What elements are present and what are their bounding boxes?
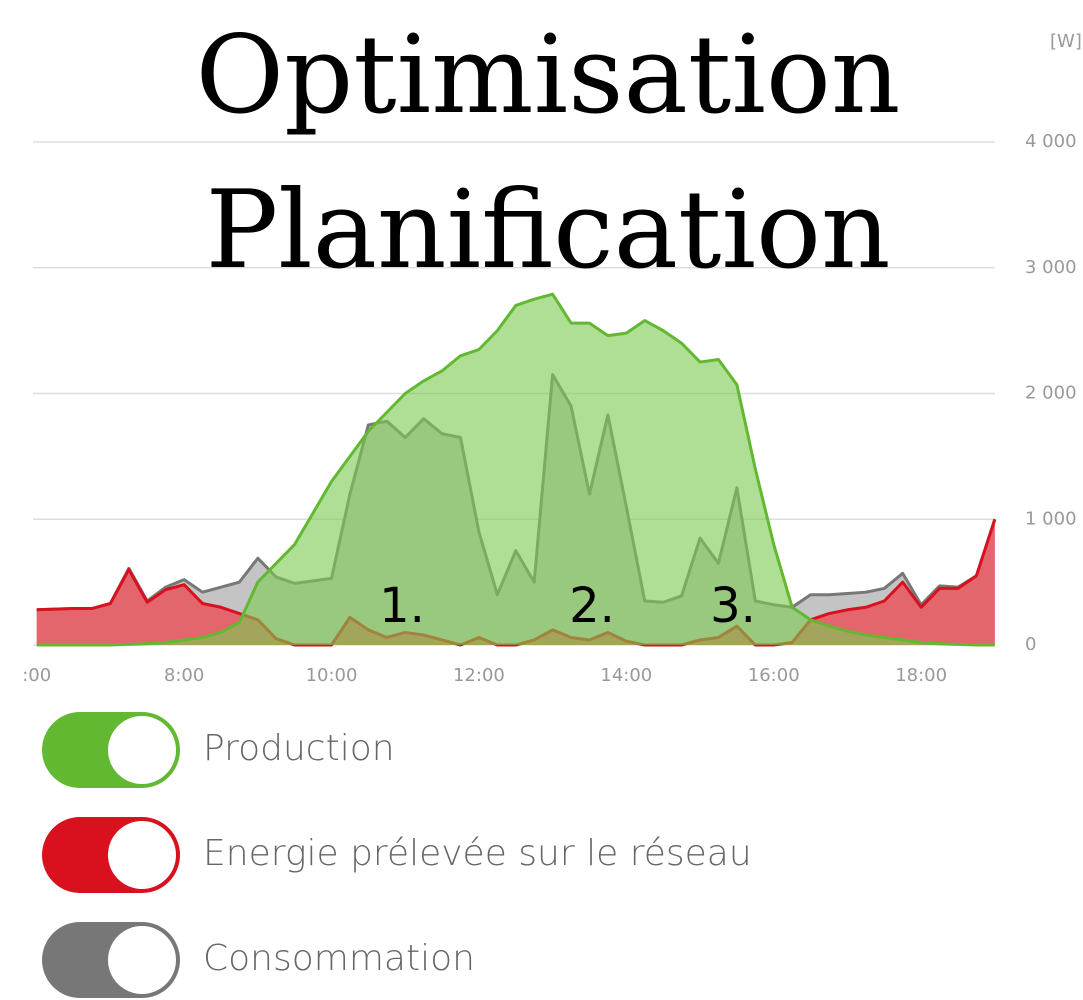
x-tick-label: 18:00 [895, 665, 947, 686]
area [36, 294, 995, 645]
x-tick-label: :00 [22, 665, 51, 686]
y-unit: [W] [1050, 31, 1082, 52]
legend-label: Energie prélevée sur le réseau [203, 833, 752, 874]
y-tick-label: 0 [1025, 634, 1036, 655]
x-tick-label: 14:00 [600, 665, 652, 686]
area [36, 519, 995, 645]
x-tick-label: 12:00 [453, 665, 505, 686]
line [36, 292, 995, 647]
x-tick-label: 10:00 [306, 665, 358, 686]
y-tick-label: 2 000 [1025, 383, 1077, 404]
annotation: 2. [569, 578, 615, 634]
x-tick-label: 8:00 [164, 665, 204, 686]
toggle-knob[interactable] [108, 821, 176, 889]
annotation: 1. [379, 578, 425, 634]
title: Optimisation [196, 13, 901, 138]
legend-label: Consommation [203, 938, 475, 979]
annotation: 3. [710, 578, 756, 634]
y-tick-label: 3 000 [1025, 257, 1077, 278]
toggle-knob[interactable] [108, 716, 176, 784]
x-tick-label: 16:00 [748, 665, 800, 686]
toggle-knob[interactable] [108, 926, 176, 994]
y-tick-label: 1 000 [1025, 508, 1077, 529]
legend-label: Production [203, 728, 395, 769]
title: Planification [205, 168, 890, 293]
y-tick-label: 4 000 [1025, 131, 1077, 152]
